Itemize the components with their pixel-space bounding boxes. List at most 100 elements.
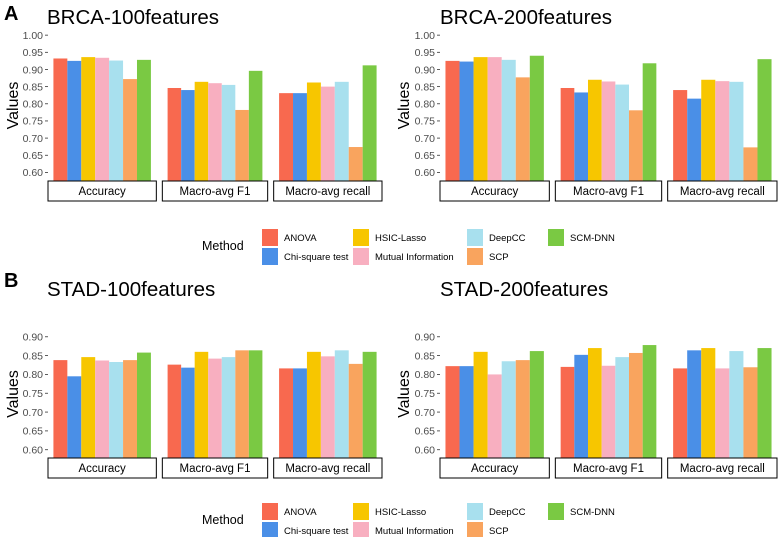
bar-hsic-lasso-macro-avg-recall (701, 79, 716, 181)
category-label: Macro-avg recall (680, 463, 765, 475)
facet-strip (273, 180, 383, 202)
y-tick-label: 0.60 (415, 167, 436, 179)
bar-anova-macro-avg-recall (673, 368, 688, 458)
bar-scp-macro-avg-f1 (629, 352, 643, 458)
bar-chi-square-test-macro-avg-recall (687, 98, 702, 181)
legend-item-label: HSIC-Lasso (375, 507, 426, 518)
legend-item-label: SCM-DNN (570, 233, 615, 244)
bar-deepcc-accuracy (109, 362, 124, 458)
bar-chi-square-test-accuracy (459, 366, 474, 458)
category-label: Macro-avg recall (680, 186, 765, 198)
bar-hsic-lasso-macro-avg-f1 (587, 348, 602, 458)
bar-mutual-information-macro-avg-f1 (208, 83, 222, 181)
bar-chi-square-test-macro-avg-recall (293, 93, 307, 181)
legend-item-label: SCP (489, 252, 509, 263)
bar-scp-macro-avg-recall (743, 367, 758, 458)
y-axis-label: Values (396, 82, 413, 130)
y-tick-label: 0.70 (415, 407, 436, 419)
bar-mutual-information-macro-avg-f1 (208, 358, 222, 458)
bar-scp-macro-avg-recall (348, 147, 363, 181)
legend-swatch-scm-dnn (548, 503, 564, 520)
bar-scp-macro-avg-f1 (629, 110, 643, 181)
bar-anova-macro-avg-f1 (560, 87, 575, 181)
y-tick-label: 0.70 (415, 133, 436, 145)
panel-label-a: A (4, 3, 18, 25)
category-label: Accuracy (471, 186, 519, 198)
bar-scm-dnn-macro-avg-f1 (642, 345, 657, 458)
legend-swatch-scm-dnn (548, 229, 564, 246)
legend-swatch-mutual-information (353, 248, 369, 265)
y-tick-label: 0.75 (23, 388, 44, 400)
category-label: Macro-avg recall (285, 463, 370, 475)
category-label: Macro-avg F1 (573, 186, 644, 198)
legend-swatch-hsic-lasso (353, 503, 369, 520)
bar-scm-dnn-macro-avg-recall (362, 351, 377, 458)
bar-scm-dnn-accuracy (529, 55, 544, 182)
legend-swatch-mutual-information (353, 522, 369, 537)
facet-strip (667, 457, 778, 479)
bar-hsic-lasso-macro-avg-recall (306, 351, 321, 458)
bar-scp-macro-avg-recall (348, 363, 363, 458)
y-tick-label: 0.80 (415, 99, 436, 111)
y-tick-label: 0.60 (23, 445, 44, 457)
legend-panel-b: Method ANOVA Chi-square test HSIC-Lasso Mutu… (202, 503, 615, 537)
legend-swatch-scp (467, 522, 483, 537)
chart-brca-200: BRCA-200features Values 0.60 0.65 0.70 0.75 0.… (396, 6, 778, 202)
category-label: Macro-avg F1 (180, 186, 251, 198)
chart-brca-100: BRCA-100features Values 0.60 0.65 0.70 0.75 0.… (5, 6, 383, 202)
bar-hsic-lasso-accuracy (81, 357, 96, 458)
y-tick-label: 0.85 (415, 81, 436, 93)
y-tick-label: 0.80 (23, 369, 44, 381)
legend-swatch-chi-square-test (262, 248, 278, 265)
facet-strip (161, 180, 269, 202)
bar-deepcc-macro-avg-recall (334, 81, 349, 181)
category-label: Macro-avg F1 (180, 463, 251, 475)
legend-item-label: ANOVA (284, 233, 317, 244)
bar-deepcc-accuracy (109, 60, 124, 181)
y-tick-label: 0.70 (23, 407, 44, 419)
y-tick-label: 0.60 (415, 445, 436, 457)
y-tick-label: 0.75 (415, 116, 436, 128)
legend-swatch-deepcc (467, 503, 483, 520)
bar-scp-accuracy (515, 360, 530, 458)
bar-chi-square-test-accuracy (67, 376, 82, 458)
bar-anova-accuracy (445, 60, 460, 181)
y-tick-label: 0.75 (415, 388, 436, 400)
y-tick-label: 0.65 (415, 150, 436, 162)
legend-swatch-anova (262, 503, 278, 520)
bar-mutual-information-accuracy (95, 57, 110, 181)
y-tick-label: 0.80 (23, 99, 44, 111)
facet-strip (439, 457, 550, 479)
legend-item-label: Mutual Information (375, 526, 454, 537)
legend-swatch-chi-square-test (262, 522, 278, 537)
category-label: Macro-avg recall (285, 186, 370, 198)
bar-mutual-information-accuracy (487, 374, 502, 458)
chart-title: BRCA-200features (440, 6, 612, 29)
y-tick-label: 0.85 (415, 350, 436, 362)
bar-hsic-lasso-accuracy (473, 57, 488, 182)
y-tick-label: 0.90 (23, 64, 44, 76)
y-tick-label: 0.90 (415, 332, 436, 344)
bar-scm-dnn-macro-avg-recall (757, 348, 772, 458)
bar-scm-dnn-macro-avg-f1 (642, 63, 657, 181)
category-label: Accuracy (471, 463, 519, 475)
chart-title: STAD-200features (440, 278, 608, 301)
facet-strip (439, 180, 550, 202)
legend-item-label: DeepCC (489, 233, 526, 244)
legend-item-label: Chi-square test (284, 252, 349, 263)
legend-panel-a: Method ANOVA Chi-square test HSIC-Lasso Mutu… (202, 229, 615, 265)
bar-chi-square-test-macro-avg-f1 (574, 354, 588, 458)
chart-title: BRCA-100features (47, 6, 219, 29)
bar-anova-macro-avg-recall (279, 368, 294, 458)
facet-strip (554, 457, 663, 479)
bar-chi-square-test-accuracy (459, 61, 474, 182)
bar-hsic-lasso-accuracy (473, 351, 488, 458)
bar-mutual-information-accuracy (487, 57, 502, 182)
legend-swatch-hsic-lasso (353, 229, 369, 246)
bar-anova-macro-avg-recall (673, 90, 688, 181)
legend-title: Method (202, 239, 244, 253)
bar-scm-dnn-macro-avg-f1 (248, 350, 263, 458)
y-axis-label: Values (5, 82, 22, 130)
bar-chi-square-test-accuracy (67, 60, 82, 181)
chart-title: STAD-100features (47, 278, 215, 301)
